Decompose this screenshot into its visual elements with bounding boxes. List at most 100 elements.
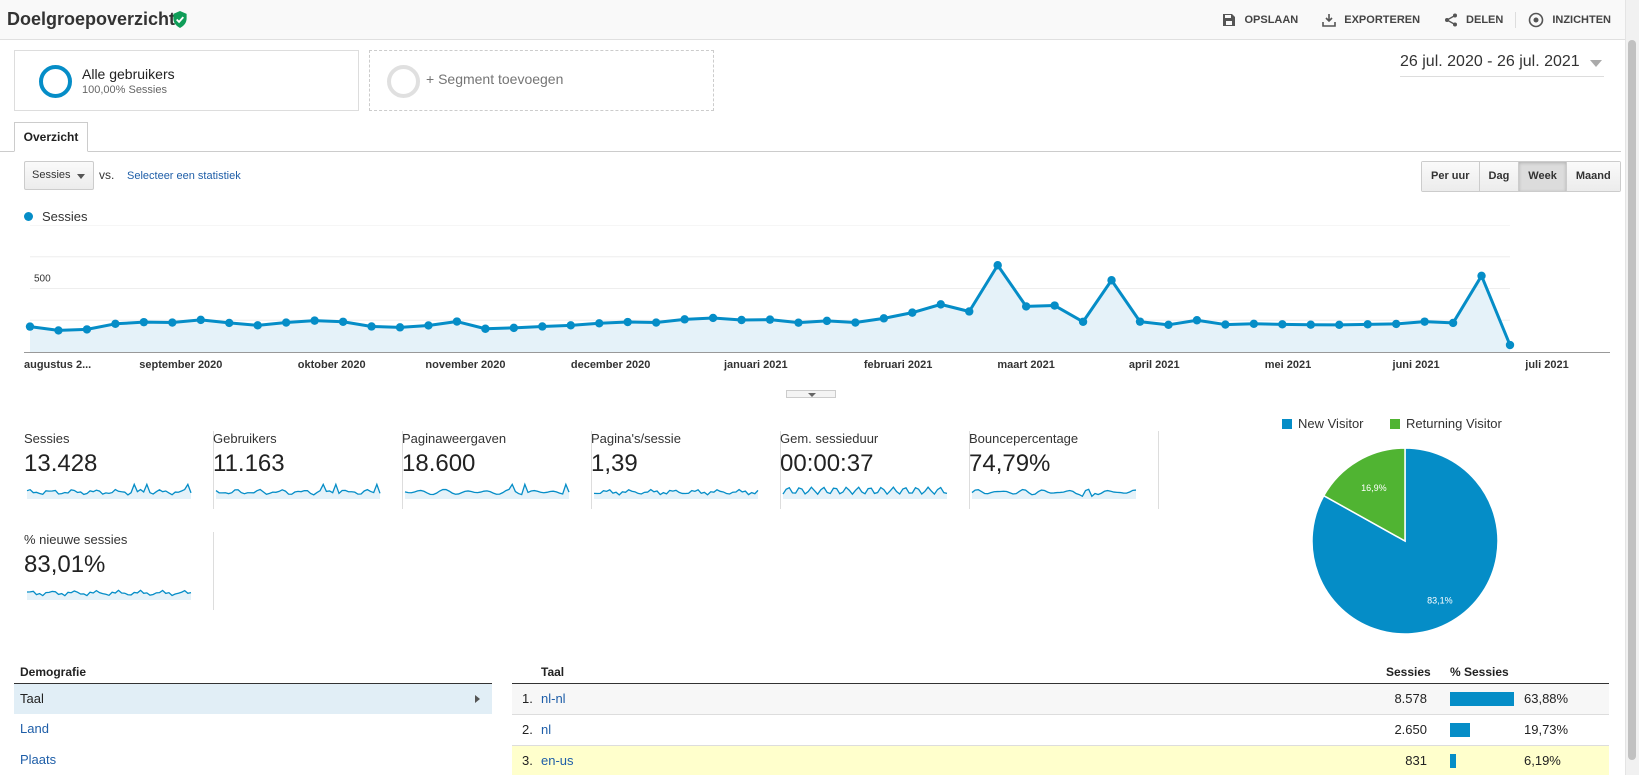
data-point[interactable] <box>1335 320 1344 330</box>
row-index: 1. <box>522 691 533 706</box>
share-bar <box>1450 723 1470 737</box>
data-point[interactable] <box>424 321 433 330</box>
data-point[interactable] <box>595 319 604 328</box>
data-point[interactable] <box>25 322 35 331</box>
demographics-item-country[interactable]: Land <box>14 714 492 744</box>
data-point[interactable] <box>196 315 205 325</box>
metric-value: 18.600 <box>402 450 476 477</box>
data-point[interactable] <box>1278 320 1287 329</box>
data-point[interactable] <box>1477 271 1486 280</box>
data-point[interactable] <box>481 324 490 333</box>
sparkline <box>215 482 381 499</box>
data-point[interactable] <box>993 261 1002 270</box>
visitor-pie-chart[interactable]: 83,1% 16,9% <box>1310 446 1500 636</box>
data-point[interactable] <box>1448 318 1458 328</box>
pie-slice-new-visitor[interactable] <box>1311 447 1499 635</box>
period-day-button[interactable]: Dag <box>1479 162 1520 191</box>
export-button[interactable]: EXPORTEREN <box>1310 13 1432 27</box>
data-point[interactable] <box>452 317 462 326</box>
data-point[interactable] <box>509 323 519 333</box>
data-point[interactable] <box>908 308 917 317</box>
metric-avg-session-duration[interactable]: Gem. sessieduur 00:00:37 <box>780 431 970 511</box>
metric-dropdown-value: Sessies <box>32 169 71 181</box>
pie-slice-returning-visitor[interactable] <box>1322 447 1406 543</box>
data-point[interactable] <box>225 318 234 328</box>
metric-new-sessions-pct[interactable]: % nieuwe sessies 83,01% <box>24 532 214 612</box>
pie-legend-label: Returning Visitor <box>1406 416 1502 431</box>
metric-bounce-rate[interactable]: Bouncepercentage 74,79% <box>969 431 1159 511</box>
data-point[interactable] <box>1221 320 1230 329</box>
sparkline-line <box>26 589 192 597</box>
data-point[interactable] <box>168 318 177 327</box>
data-point[interactable] <box>879 314 889 323</box>
data-point[interactable] <box>1050 301 1059 310</box>
add-segment-button[interactable]: + Segment toevoegen <box>369 50 714 111</box>
scrollbar-thumb[interactable] <box>1628 40 1636 760</box>
data-point[interactable] <box>936 300 945 309</box>
period-month-button[interactable]: Maand <box>1566 162 1620 191</box>
demographics-item-language[interactable]: Taal <box>14 684 492 714</box>
data-point[interactable] <box>1249 319 1259 329</box>
data-point[interactable] <box>253 321 262 330</box>
save-button[interactable]: OPSLAAN <box>1210 13 1310 27</box>
data-point[interactable] <box>1135 317 1145 326</box>
metric-pages-per-session[interactable]: Pagina's/sessie 1,39 <box>591 431 781 511</box>
data-point[interactable] <box>54 326 63 335</box>
language-link[interactable]: nl-nl <box>541 691 566 706</box>
demographics-item-city[interactable]: Plaats <box>14 745 492 775</box>
tab-overview[interactable]: Overzicht <box>14 122 88 152</box>
select-statistic-link[interactable]: Selecteer een statistiek <box>127 170 241 182</box>
insights-label: INZICHTEN <box>1552 14 1611 26</box>
data-point[interactable] <box>1505 340 1515 350</box>
metric-sessions[interactable]: Sessies 13.428 <box>24 431 214 511</box>
data-point[interactable] <box>538 322 547 331</box>
data-point[interactable] <box>765 315 775 324</box>
data-point[interactable] <box>1107 276 1116 285</box>
data-point[interactable] <box>111 319 120 329</box>
metric-pageviews[interactable]: Paginaweergaven 18.600 <box>402 431 592 511</box>
data-point[interactable] <box>1391 319 1401 329</box>
period-week-button[interactable]: Week <box>1519 162 1567 191</box>
data-point[interactable] <box>82 325 92 334</box>
data-point[interactable] <box>737 315 746 325</box>
data-point[interactable] <box>794 318 803 327</box>
data-point[interactable] <box>851 318 860 327</box>
data-point[interactable] <box>680 315 689 324</box>
data-point[interactable] <box>281 318 291 327</box>
data-point[interactable] <box>310 316 319 325</box>
sparkline-line <box>215 482 381 496</box>
page-scrollbar[interactable] <box>1625 0 1639 775</box>
language-link[interactable]: en-us <box>541 753 574 768</box>
sessions-line-chart[interactable]: 5001.000augustus 2...september 2020oktob… <box>0 225 1610 397</box>
metric-dropdown[interactable]: Sessies <box>24 161 94 190</box>
date-range-picker[interactable]: 26 jul. 2020 - 26 jul. 2021 <box>1400 53 1604 77</box>
row-index: 2. <box>522 722 533 737</box>
data-point[interactable] <box>651 318 661 327</box>
column-header-sessions[interactable]: Sessies <box>1386 665 1431 679</box>
data-point[interactable] <box>822 316 832 326</box>
insights-button[interactable]: INZICHTEN <box>1516 12 1623 28</box>
language-link[interactable]: nl <box>541 722 552 737</box>
data-point[interactable] <box>623 317 632 327</box>
data-point[interactable] <box>965 307 974 316</box>
data-point[interactable] <box>1021 302 1031 311</box>
data-point[interactable] <box>1192 316 1202 325</box>
period-hour-button[interactable]: Per uur <box>1422 162 1480 191</box>
data-point[interactable] <box>1363 320 1372 329</box>
metric-value: 83,01% <box>24 551 106 578</box>
data-point[interactable] <box>1078 317 1088 326</box>
data-point[interactable] <box>1306 320 1315 329</box>
data-point[interactable] <box>566 321 575 330</box>
share-button[interactable]: DELEN <box>1432 13 1515 27</box>
data-point[interactable] <box>1164 320 1173 330</box>
segment-all-users[interactable]: Alle gebruikers 100,00% Sessies <box>14 50 359 111</box>
data-point[interactable] <box>367 322 376 331</box>
metric-users[interactable]: Gebruikers 11.163 <box>213 431 403 511</box>
chart-resize-handle[interactable] <box>786 390 836 398</box>
data-point[interactable] <box>338 317 348 326</box>
data-point[interactable] <box>1420 317 1429 326</box>
column-header-language: Taal <box>541 665 565 679</box>
data-point[interactable] <box>395 323 405 332</box>
data-point[interactable] <box>708 313 718 323</box>
data-point[interactable] <box>139 317 149 327</box>
